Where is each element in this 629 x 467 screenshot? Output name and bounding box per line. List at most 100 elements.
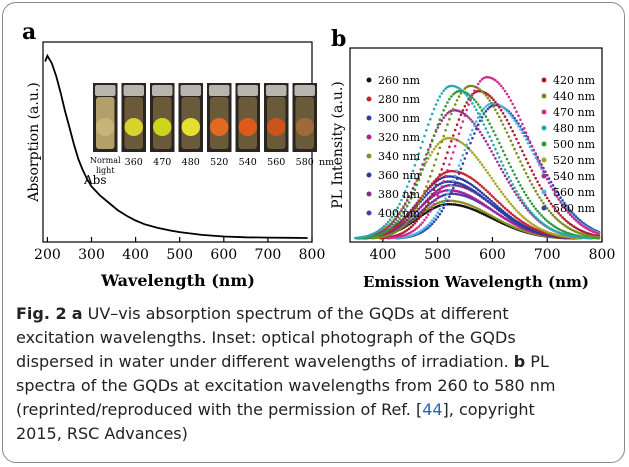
pl-point <box>586 227 589 231</box>
pl-point <box>494 182 497 185</box>
pl-point <box>511 116 514 119</box>
pl-point <box>450 137 453 140</box>
pl-point <box>559 214 562 217</box>
pl-point <box>467 103 470 106</box>
panel-a-tick-label: 700 <box>255 247 282 263</box>
pl-point <box>444 129 447 132</box>
vial: 560 <box>264 83 289 168</box>
pl-point <box>480 108 484 112</box>
pl-point <box>530 211 534 215</box>
legend-marker <box>366 191 372 197</box>
pl-point <box>444 87 447 90</box>
pl-point <box>515 226 518 230</box>
pl-point <box>565 209 568 212</box>
pl-point <box>476 112 480 115</box>
pl-point <box>436 211 440 214</box>
pl-point <box>402 211 405 215</box>
pl-point <box>396 215 400 218</box>
pl-point <box>545 207 549 210</box>
legend-marker <box>541 141 547 147</box>
pl-point <box>509 126 513 129</box>
pl-point <box>521 220 524 224</box>
pl-point <box>595 235 599 239</box>
pl-point <box>482 123 486 126</box>
pl-point <box>459 88 463 91</box>
panel-b-ylabel: PL Intensity (a.u.) <box>330 81 346 208</box>
pl-point <box>469 98 472 101</box>
pl-point <box>530 144 534 148</box>
pl-point <box>394 230 398 234</box>
reference-link[interactable]: 44 <box>422 400 443 419</box>
pl-point <box>511 204 514 208</box>
caption-line: (reprinted/reproduced with the permissio… <box>16 398 614 422</box>
pl-point <box>415 231 419 235</box>
pl-point <box>442 134 446 138</box>
pl-point <box>480 90 484 93</box>
caption-run: excitation wavelengths. Inset: optical p… <box>16 328 516 347</box>
pl-point <box>465 143 469 147</box>
pl-point <box>452 183 455 187</box>
pl-point <box>511 129 514 133</box>
pl-point <box>419 229 423 233</box>
pl-point <box>551 188 555 192</box>
pl-point <box>434 103 438 106</box>
pl-point <box>553 207 557 211</box>
pl-point <box>526 196 530 200</box>
pl-point <box>438 208 442 211</box>
pl-point <box>473 91 476 94</box>
pl-point <box>482 92 486 95</box>
pl-point <box>544 217 547 221</box>
pl-point <box>476 82 480 86</box>
pl-point <box>384 227 388 231</box>
pl-point <box>386 226 390 229</box>
pl-point <box>398 210 401 214</box>
pl-point <box>467 146 470 150</box>
vial: 520 <box>207 83 232 168</box>
pl-point <box>526 161 530 165</box>
pl-point <box>407 195 411 198</box>
pl-point <box>413 188 417 191</box>
panel-b-tick-label: 400 <box>370 247 397 263</box>
panel-b-axes-frame <box>349 47 603 243</box>
pl-point <box>582 230 585 233</box>
pl-point <box>409 191 413 194</box>
pl-point <box>394 216 398 219</box>
pl-point <box>461 111 465 115</box>
pl-point <box>386 237 390 240</box>
pl-point <box>425 211 428 214</box>
pl-point <box>486 205 490 209</box>
panel-b-tick-label: 500 <box>424 247 451 263</box>
pl-point <box>499 108 503 112</box>
vial-label: 470 <box>153 157 171 168</box>
legend-right: 420 nm 440 nm 470 nm 480 nm 500 nm 520 nm 540 … <box>541 74 596 215</box>
pl-point <box>444 203 447 206</box>
pl-point <box>517 196 520 199</box>
pl-point <box>591 230 595 233</box>
pl-point <box>459 185 463 188</box>
pl-point <box>415 206 419 209</box>
vial-fluorescence <box>295 118 314 136</box>
vial-label: 480 <box>182 157 200 168</box>
pl-point <box>473 189 476 193</box>
pl-point <box>501 193 505 196</box>
pl-point <box>469 133 472 137</box>
pl-point <box>507 111 511 115</box>
pl-point <box>480 133 484 137</box>
pl-point <box>538 161 541 165</box>
pl-point <box>528 179 532 183</box>
panel-b-tick-label: 800 <box>589 247 616 263</box>
legend-marker <box>366 96 372 102</box>
pl-point <box>427 148 430 151</box>
pl-point <box>561 222 564 226</box>
panel-a-tick-label: 500 <box>166 247 193 263</box>
pl-point <box>446 136 449 140</box>
pl-point <box>411 217 415 221</box>
caption-run: 2015, RSC Advances) <box>16 424 188 443</box>
pl-point <box>538 196 541 199</box>
pl-point <box>434 183 438 187</box>
legend-marker <box>541 93 547 99</box>
pl-point <box>438 146 442 150</box>
pl-point <box>494 218 497 222</box>
pl-point <box>423 196 426 199</box>
pl-point <box>496 212 499 215</box>
